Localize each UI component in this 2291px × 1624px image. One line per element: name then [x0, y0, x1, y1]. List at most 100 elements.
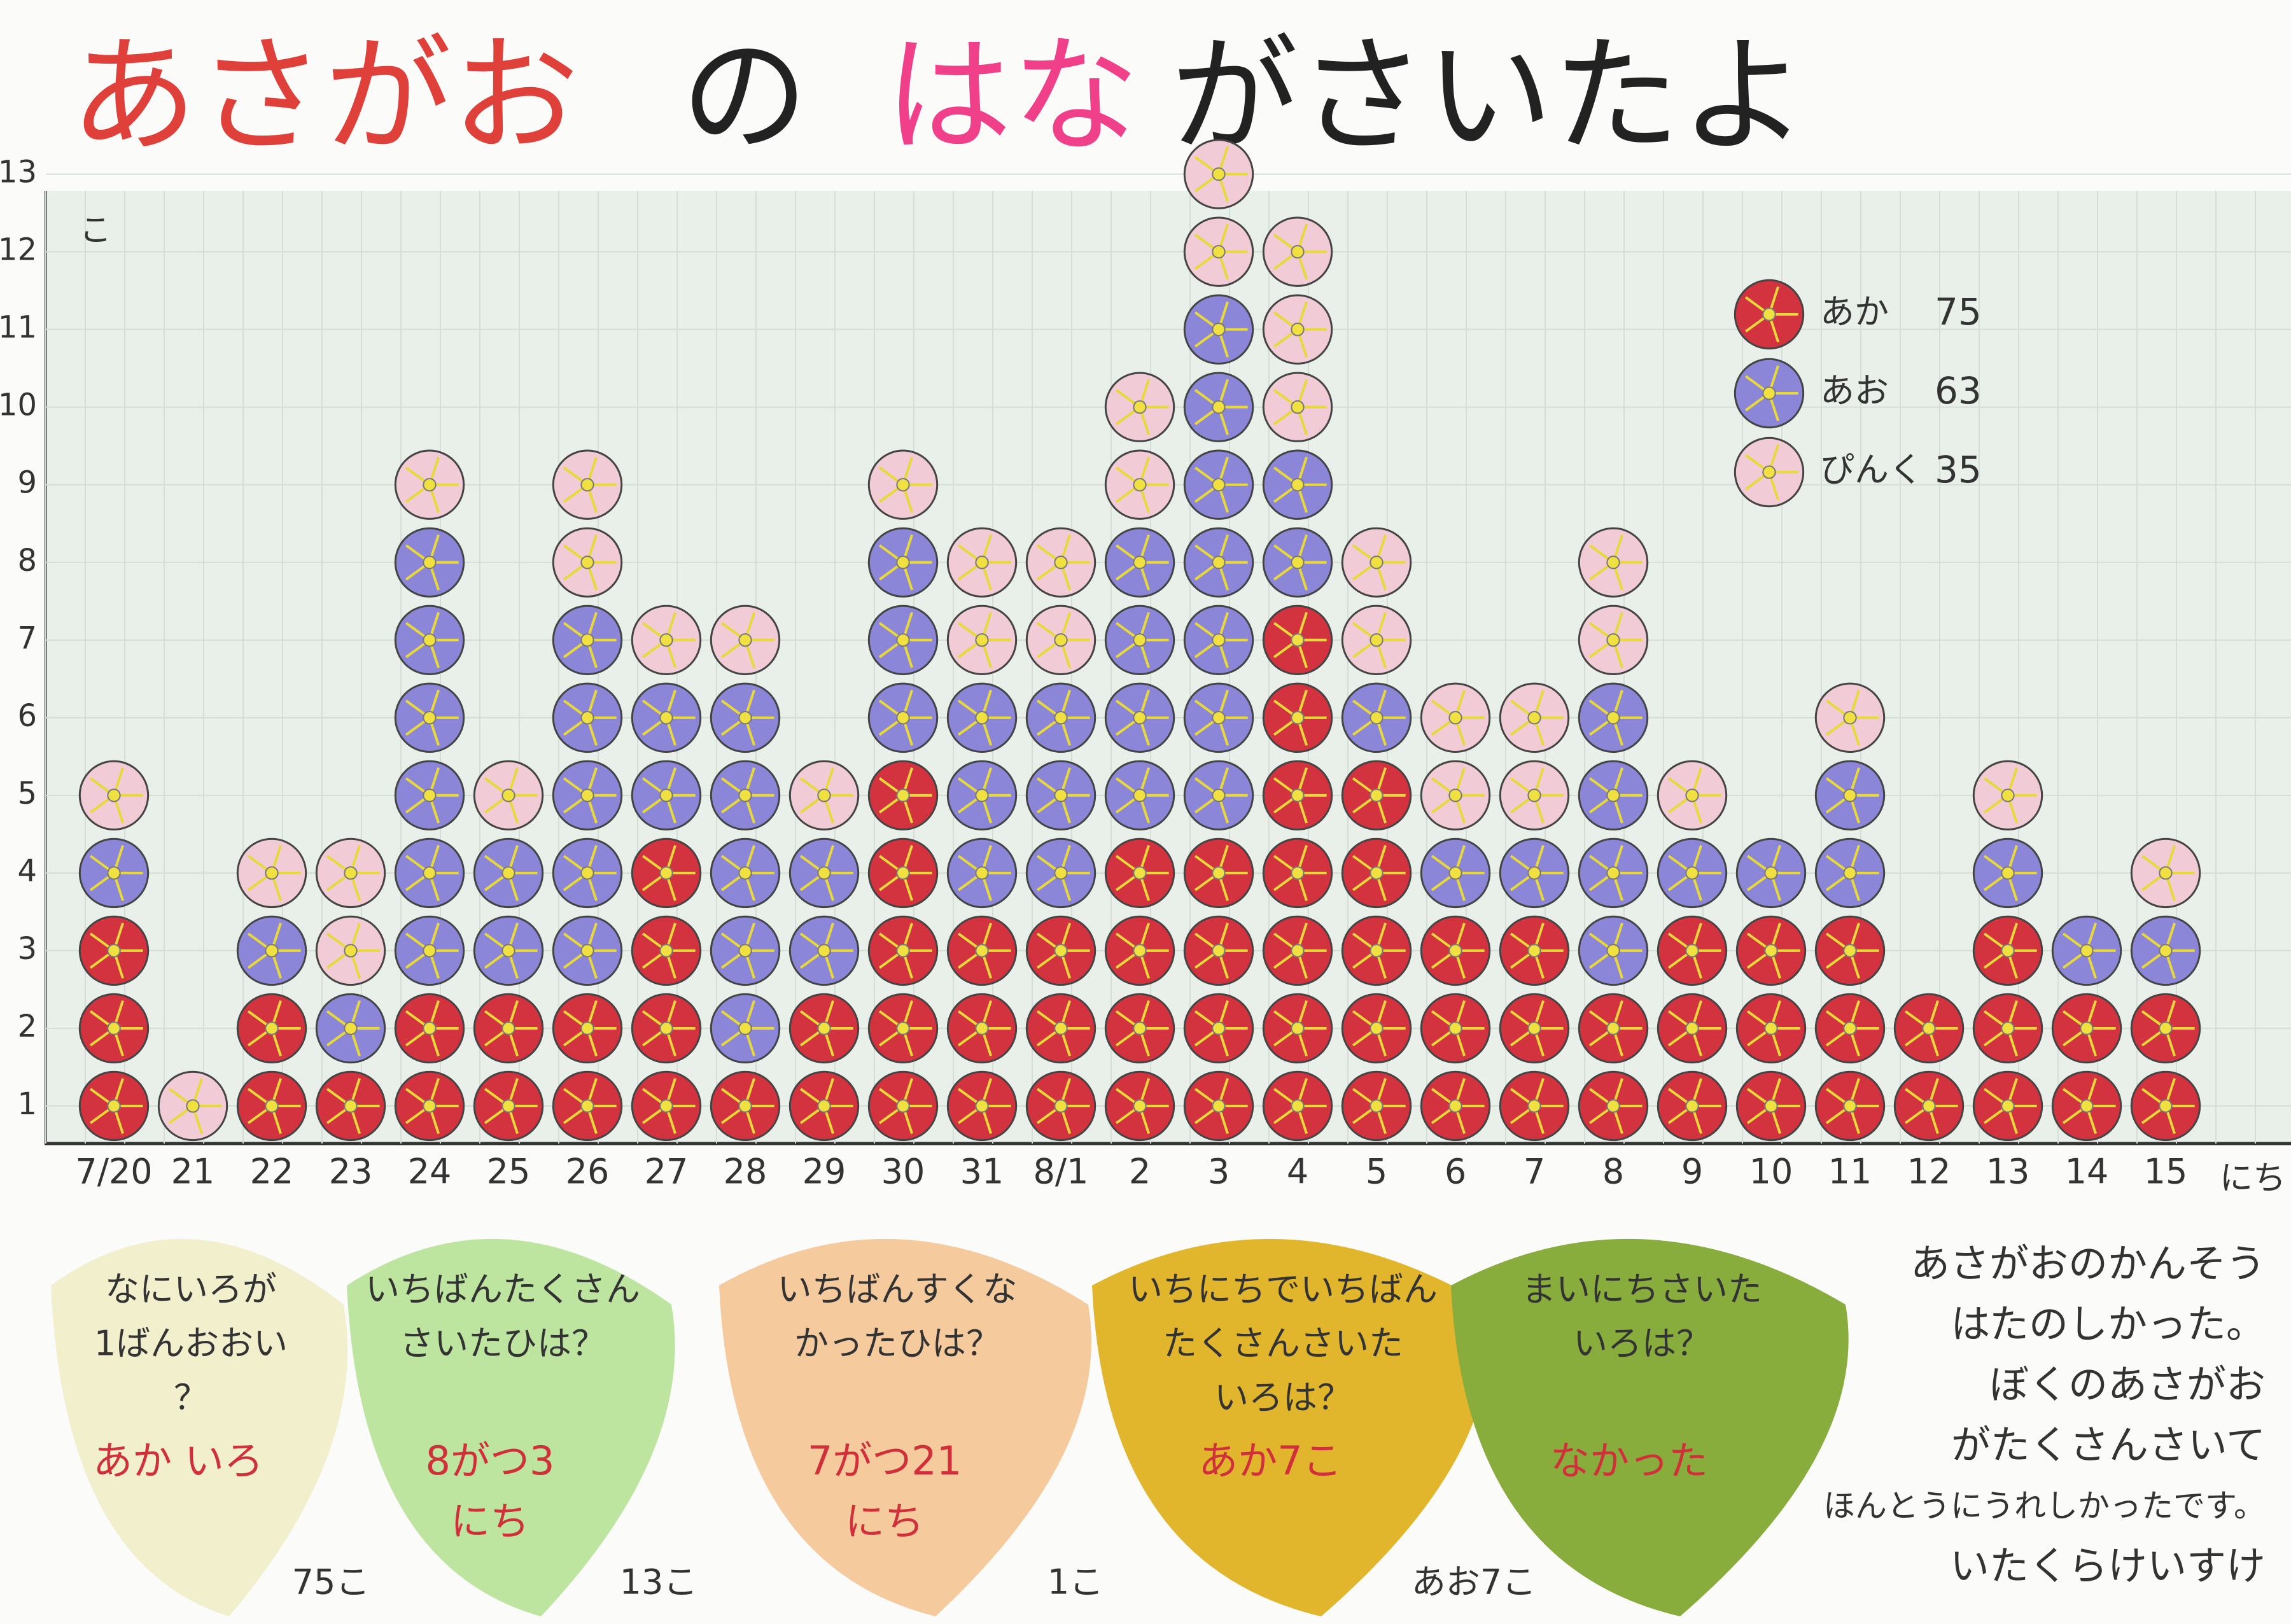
flower-center — [1212, 556, 1226, 570]
flower-center — [1212, 400, 1226, 414]
flower-center — [501, 1021, 515, 1035]
flower-center — [817, 1099, 831, 1113]
flower-center — [580, 711, 594, 725]
flower-stack — [631, 837, 702, 1142]
flower-center — [580, 556, 594, 570]
flower-center — [1291, 244, 1305, 259]
x-tick-label: 7/20 — [75, 1152, 152, 1192]
flower-stack — [1104, 372, 1175, 520]
flower-stack — [946, 527, 1018, 675]
y-tick-label: 11 — [0, 310, 37, 346]
flower-center — [2001, 1021, 2015, 1035]
flower-stack — [788, 993, 860, 1142]
flower-center — [1527, 944, 1541, 958]
flower-stack — [1025, 682, 1096, 909]
flower-center — [738, 633, 752, 647]
flower-stack — [788, 837, 860, 986]
flower-center — [1843, 1021, 1857, 1035]
flower-center — [1843, 711, 1857, 725]
flower-center — [975, 556, 989, 570]
flower-center — [423, 478, 437, 492]
flower-stack — [394, 527, 465, 986]
flower-center — [975, 633, 989, 647]
flower-center — [1762, 465, 1776, 479]
flower-center — [1370, 556, 1384, 570]
flower-center — [2001, 1099, 2015, 1113]
flower-stack — [1104, 527, 1175, 831]
flower-center — [1291, 788, 1305, 802]
x-tick-label: 11 — [1828, 1152, 1872, 1192]
flower-stack — [1025, 527, 1096, 675]
flower-stack — [867, 760, 939, 1142]
flower-center — [1843, 944, 1857, 958]
flower-center — [344, 1021, 358, 1035]
x-tick-label: 14 — [2065, 1152, 2109, 1192]
flower-stack — [2130, 915, 2201, 986]
comment-line: はたのしかった。 — [1951, 1301, 2266, 1347]
flower-center — [1606, 633, 1620, 647]
flower-center — [186, 1099, 200, 1113]
comment-line: ぼくのあさがお — [1989, 1361, 2266, 1408]
flower-center — [1212, 167, 1226, 181]
leaf — [51, 1238, 348, 1616]
flower-center — [580, 633, 594, 647]
title-part: あさがお — [70, 22, 579, 171]
flower-stack — [1420, 915, 1491, 1142]
leaf-question: なにいろが — [105, 1270, 277, 1310]
flower-center — [1762, 386, 1776, 400]
flower-center — [1054, 1021, 1068, 1035]
leaf — [1092, 1238, 1490, 1616]
flower-stack — [1183, 837, 1254, 1142]
y-tick-label: 6 — [17, 698, 37, 734]
flower-center — [1370, 1021, 1384, 1035]
flower-center — [344, 1099, 358, 1113]
leaf-question: ？ — [174, 1378, 208, 1418]
x-tick-label: 24 — [408, 1152, 452, 1192]
flower-center — [1370, 788, 1384, 802]
leaf-question: まいにちさいた — [1522, 1270, 1762, 1310]
flower-center — [1054, 1099, 1068, 1113]
flower-center — [2080, 1099, 2094, 1113]
flower-center — [1133, 556, 1147, 570]
flower-stack — [1262, 449, 1333, 598]
flower-center — [659, 1099, 673, 1113]
y-tick-label: 8 — [17, 543, 37, 578]
leaf — [719, 1238, 1091, 1616]
flower-center — [1527, 866, 1541, 880]
flower-center — [738, 944, 752, 958]
flower-center — [896, 1021, 910, 1035]
flower-center — [1212, 633, 1226, 647]
comment-line: がたくさんさいて — [1951, 1422, 2266, 1468]
x-tick-label: 26 — [566, 1152, 610, 1192]
flower-stack — [1262, 216, 1333, 442]
flower-stack — [1893, 993, 1965, 1142]
flower-center — [659, 788, 673, 802]
flower-stack — [1972, 837, 2043, 909]
flower-center — [501, 1099, 515, 1113]
flower-center — [1133, 1099, 1147, 1113]
leaf-answer: にち — [845, 1498, 924, 1544]
flower-center — [975, 1021, 989, 1035]
flower-center — [107, 866, 121, 880]
y-tick-label: 9 — [17, 465, 37, 501]
flower-center — [1133, 944, 1147, 958]
flower-center — [1212, 944, 1226, 958]
flower-center — [1212, 244, 1226, 259]
leaf-note: 13こ — [620, 1562, 698, 1602]
flower-center — [1054, 944, 1068, 958]
leaf-answer: 7がつ21 — [808, 1438, 962, 1484]
flower-stack — [1341, 760, 1412, 1142]
leaf-answer: なかった — [1550, 1438, 1708, 1484]
flower-stack — [552, 605, 623, 986]
flower-center — [1527, 1021, 1541, 1035]
flower-center — [265, 1021, 279, 1035]
flower-center — [896, 478, 910, 492]
x-tick-label: 3 — [1208, 1152, 1230, 1192]
flower-stack — [1420, 682, 1491, 831]
leaf-answer: 8がつ3 — [426, 1438, 555, 1484]
leaf-note: あお7こ — [1412, 1562, 1536, 1602]
flower-center — [896, 788, 910, 802]
x-tick-label: 2 — [1129, 1152, 1151, 1192]
flower-center — [1606, 1099, 1620, 1113]
